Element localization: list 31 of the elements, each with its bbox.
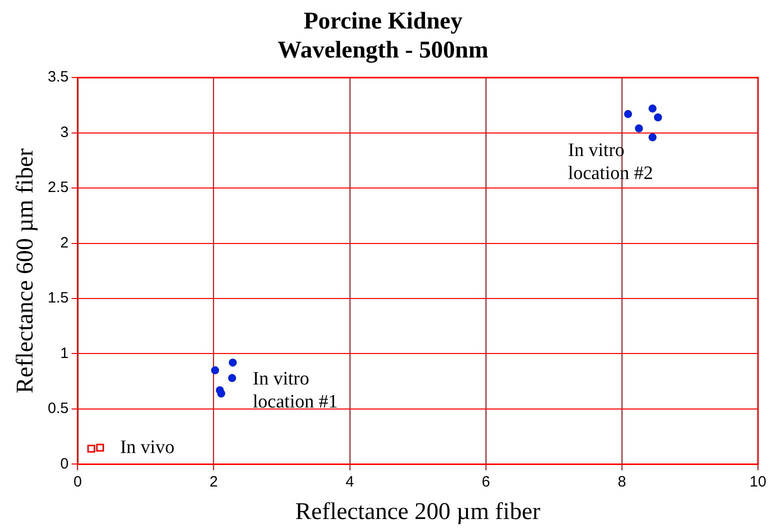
x-tick-label: 4 (346, 473, 354, 490)
point (624, 110, 632, 118)
annotation: In vitro location #1 (252, 368, 338, 412)
y-tick-label: 1.5 (48, 290, 69, 307)
chart-subtitle: Wavelength - 500nm (278, 37, 488, 64)
point (87, 444, 96, 453)
x-tick-label: 6 (482, 473, 490, 490)
annotation: In vivo (120, 437, 174, 458)
point (648, 104, 657, 113)
point (648, 133, 657, 142)
point (654, 113, 662, 122)
point (228, 374, 236, 382)
point (228, 358, 237, 367)
chart-title: Porcine Kidney (304, 8, 462, 35)
y-tick-label: 0 (60, 455, 69, 472)
y-tick-label: 2.5 (48, 179, 69, 196)
point (96, 444, 104, 452)
point (211, 366, 220, 374)
x-tick-label: 2 (210, 473, 218, 490)
x-tick-label: 10 (750, 473, 766, 490)
y-tick-label: 3.5 (48, 68, 69, 86)
y-tick-label: 3 (60, 124, 69, 141)
point (217, 390, 226, 398)
point (634, 124, 643, 132)
x-tick-label: 0 (73, 473, 82, 490)
x-tick-label: 8 (618, 473, 626, 490)
y-tick-label: 0.5 (48, 400, 69, 418)
y-tick-label: 1 (60, 344, 69, 362)
x-axis-title: Reflectance 200 µm fiber (295, 498, 540, 525)
y-axis-title: Reflectance 600 µm fiber (12, 148, 39, 394)
y-tick-label: 2 (60, 234, 69, 252)
